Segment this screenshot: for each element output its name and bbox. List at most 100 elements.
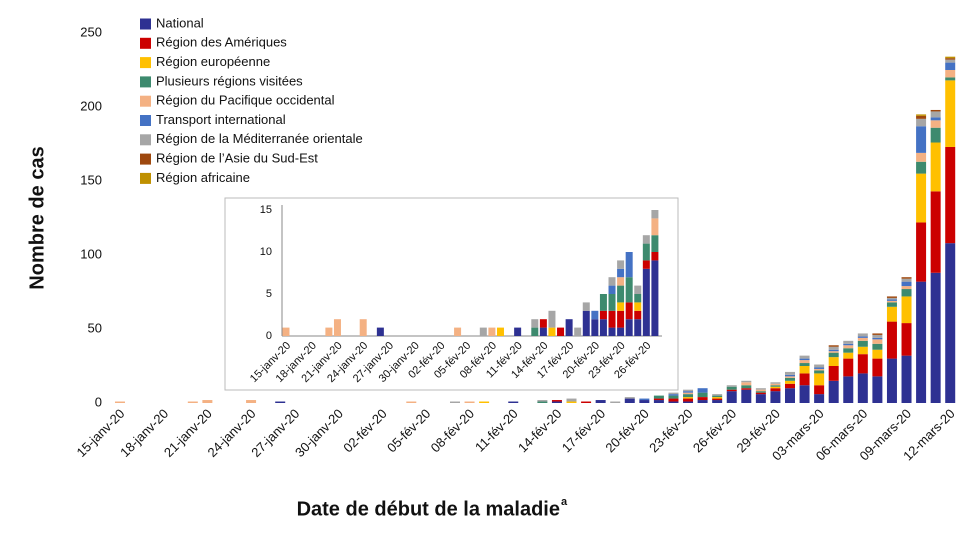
x-axis-title-note: a — [561, 496, 568, 508]
bar-segment — [872, 339, 883, 344]
y-tick-label: 15 — [260, 204, 272, 216]
bar-segment — [608, 294, 616, 311]
bar-segment — [843, 340, 854, 344]
x-tick-label: 30-janv-20 — [292, 406, 346, 460]
bar-segment — [755, 392, 766, 395]
bar-segment — [653, 398, 664, 401]
bar-segment — [551, 400, 562, 402]
bar-segment — [651, 210, 659, 219]
legend-swatch — [140, 153, 151, 165]
bar-segment — [945, 56, 956, 59]
bar-segment — [828, 346, 839, 350]
bar-segment — [634, 285, 642, 294]
bar-segment — [617, 260, 625, 269]
x-tick-label: 14-fév-20 — [515, 406, 564, 455]
bar-segment — [872, 349, 883, 359]
bar-segment — [755, 389, 766, 392]
bar-segment — [625, 252, 633, 278]
bar-segment — [617, 302, 625, 311]
bar-segment — [531, 327, 539, 336]
bar-segment — [187, 401, 198, 403]
bar-segment — [599, 310, 607, 320]
bar-segment — [479, 401, 490, 403]
y-tick-label: 50 — [88, 320, 102, 335]
bar-segment — [642, 260, 650, 269]
bar-segment — [625, 302, 633, 320]
bar-segment — [406, 401, 417, 403]
bar-segment — [608, 285, 616, 294]
bar-segment — [275, 401, 286, 403]
bar-segment — [784, 383, 795, 389]
bar-segment — [697, 388, 708, 393]
bar-segment — [916, 222, 927, 282]
bar-segment — [624, 398, 635, 403]
bar-segment — [591, 310, 599, 320]
bar-segment — [595, 400, 606, 403]
y-tick-label: 0 — [266, 330, 272, 342]
bar-segment — [857, 373, 868, 403]
bar-segment — [479, 327, 487, 336]
legend-label: Région de la Méditerranée orientale — [156, 131, 363, 146]
bar-segment — [843, 343, 854, 346]
bar-segment — [770, 386, 781, 389]
bar-segment — [726, 391, 737, 403]
bar-segment — [539, 327, 547, 336]
x-tick-label: 11-fév-20 — [472, 406, 521, 455]
bar-segment — [872, 334, 883, 338]
bar-segment — [617, 327, 625, 336]
bar-segment — [617, 277, 625, 286]
bar-segment — [799, 358, 810, 361]
bar-segment — [599, 319, 607, 336]
bar-segment — [930, 191, 941, 273]
x-axis-title: Date de début de la maladie — [297, 498, 560, 520]
bar-segment — [508, 401, 519, 403]
bar-segment — [886, 306, 897, 322]
bar-segment — [770, 391, 781, 403]
bar-segment — [325, 327, 333, 336]
bar-segment — [496, 327, 504, 336]
bar-segment — [741, 388, 752, 390]
bar-segment — [599, 294, 607, 311]
legend-label: Région africaine — [156, 170, 250, 185]
bar-segment — [828, 351, 839, 353]
bar-segment — [566, 398, 577, 402]
bar-segment — [901, 355, 912, 403]
bar-segment — [755, 388, 766, 390]
bar-segment — [828, 357, 839, 366]
bar-segment — [930, 109, 941, 112]
y-tick-label: 250 — [80, 24, 102, 39]
bar-segment — [683, 389, 694, 392]
bar-segment — [843, 352, 854, 359]
x-tick-label: 17-fév-20 — [559, 406, 608, 455]
y-tick-label: 200 — [80, 98, 102, 113]
bar-segment — [537, 400, 548, 402]
bar-segment — [945, 80, 956, 147]
bar-segment — [581, 401, 592, 403]
bar-segment — [639, 400, 650, 403]
legend-label: Transport international — [156, 112, 286, 127]
bar-segment — [930, 272, 941, 403]
bar-segment — [930, 127, 941, 143]
y-tick-label: 0 — [95, 394, 102, 409]
bar-segment — [814, 370, 825, 374]
bar-segment — [930, 117, 941, 121]
bar-segment — [784, 377, 795, 381]
bar-segment — [653, 395, 664, 399]
y-axis-title: Nombre de cas — [26, 146, 48, 289]
bar-segment — [814, 373, 825, 386]
bar-segment — [683, 397, 694, 399]
y-tick-label: 100 — [80, 246, 102, 261]
bar-segment — [901, 278, 912, 282]
y-tick-label: 150 — [80, 172, 102, 187]
bar-segment — [945, 77, 956, 81]
bar-segment — [784, 380, 795, 384]
bar-segment — [901, 289, 912, 297]
bar-segment — [916, 281, 927, 403]
legend-label: Région européenne — [156, 54, 270, 69]
bar-segment — [202, 400, 213, 403]
bar-segment — [930, 111, 941, 118]
bar-segment — [872, 358, 883, 377]
bar-segment — [916, 173, 927, 223]
x-tick-label: 08-fév-20 — [428, 406, 477, 455]
bar-segment — [857, 340, 868, 347]
